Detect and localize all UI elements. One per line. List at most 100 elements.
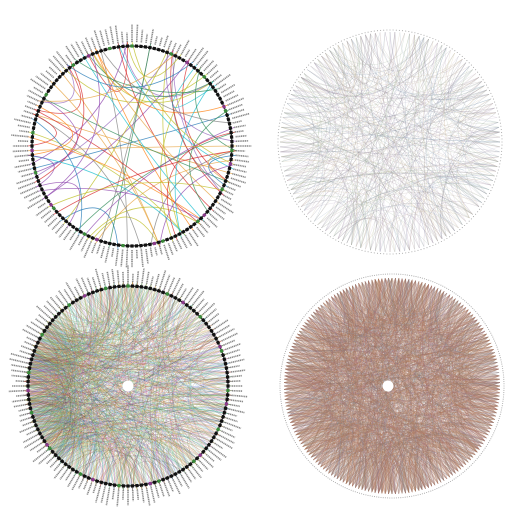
node-marker <box>317 55 319 57</box>
node-marker <box>181 58 186 63</box>
chord-link <box>394 183 490 252</box>
chord-link <box>25 328 58 405</box>
node-marker <box>411 31 413 33</box>
chord-link <box>280 32 386 133</box>
node-label <box>140 29 144 43</box>
node-label <box>136 489 140 501</box>
node-marker <box>144 482 148 487</box>
chord-link <box>38 421 201 462</box>
node-marker <box>332 237 334 240</box>
chord-link <box>86 437 193 482</box>
chord-link <box>455 131 500 172</box>
chord-link <box>25 404 143 490</box>
chord-link <box>30 285 102 353</box>
node-marker <box>423 34 425 36</box>
node-label <box>229 408 245 414</box>
chord-link <box>26 285 101 364</box>
chord-link <box>30 349 133 490</box>
chord-link <box>123 287 161 490</box>
node-marker <box>156 47 161 52</box>
node-label <box>221 332 239 342</box>
chord-link <box>27 358 72 455</box>
chord-link <box>52 282 115 325</box>
node-label <box>229 181 241 188</box>
chord-link <box>24 307 197 396</box>
chord-link <box>41 288 165 444</box>
chord-link <box>52 282 138 459</box>
chord-link <box>171 317 207 459</box>
chord-link <box>280 126 501 143</box>
chord-link <box>86 52 214 97</box>
chord-link <box>176 408 229 459</box>
node-marker <box>281 172 283 174</box>
chord-link <box>187 376 232 432</box>
node-marker <box>225 174 230 179</box>
node-label <box>145 248 149 264</box>
chord-link <box>325 52 391 253</box>
chord-link <box>280 77 480 153</box>
chord-link <box>24 282 115 373</box>
chord-link <box>25 324 74 405</box>
chord-link <box>43 324 222 432</box>
node-marker <box>26 388 30 393</box>
chord-link <box>456 131 500 219</box>
node-marker <box>82 231 87 237</box>
chord-link <box>30 349 197 465</box>
chord-link <box>27 313 63 359</box>
node-marker <box>148 242 152 247</box>
chord-link <box>440 112 497 239</box>
node-marker <box>130 284 135 288</box>
node-marker <box>78 229 83 234</box>
node-marker <box>470 64 472 66</box>
chord-link <box>41 301 190 336</box>
chord-link <box>24 371 53 436</box>
chord-link <box>158 292 178 478</box>
chord-link <box>52 313 227 360</box>
node-label <box>26 336 35 342</box>
chord-link <box>464 94 500 133</box>
node-label <box>229 103 243 111</box>
node-marker <box>283 178 285 180</box>
chord-link <box>24 395 92 484</box>
chord-link <box>290 170 495 190</box>
chord-link <box>292 89 443 240</box>
node-label <box>192 47 204 63</box>
chord-link <box>172 307 197 476</box>
chord-link <box>70 281 129 316</box>
chord-link <box>28 287 99 419</box>
chord-link <box>317 192 482 226</box>
chord-link <box>173 328 215 465</box>
chord-link <box>26 402 227 419</box>
node-marker <box>475 213 477 215</box>
chord-link <box>384 32 498 167</box>
chord-link <box>404 166 498 252</box>
chord-link <box>300 77 406 252</box>
chord-link <box>25 296 182 405</box>
chord-link <box>62 304 93 480</box>
node-label <box>115 248 119 266</box>
node-label <box>14 154 29 158</box>
node-label <box>45 70 55 79</box>
chord-link <box>36 328 73 436</box>
node-marker <box>423 248 425 250</box>
node-label <box>209 70 219 79</box>
node-marker <box>44 92 49 97</box>
node-marker <box>355 34 357 36</box>
chord-link <box>70 299 230 410</box>
node-label <box>145 33 148 44</box>
chord-link <box>310 37 425 92</box>
node-marker <box>499 119 501 121</box>
node-marker <box>229 153 234 157</box>
node-label <box>180 474 190 489</box>
chord-link <box>24 390 115 490</box>
chord-link <box>23 385 57 419</box>
node-marker <box>335 43 337 45</box>
chord-link <box>24 321 60 377</box>
chord-link <box>300 77 443 240</box>
node-marker <box>308 218 310 220</box>
chord-link <box>86 442 112 488</box>
node-label <box>48 58 61 72</box>
node-marker <box>317 227 319 229</box>
node-marker <box>289 90 292 92</box>
chord-link <box>182 59 230 183</box>
